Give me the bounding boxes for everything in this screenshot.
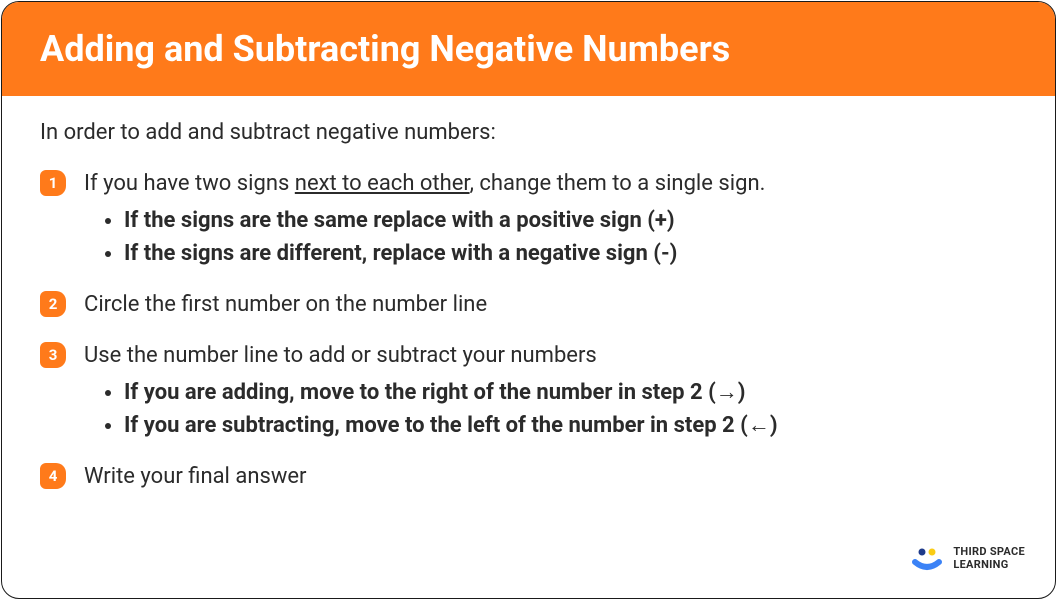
step-badge: 1: [40, 170, 66, 196]
step-bullet: If you are subtracting, move to the left…: [124, 409, 1017, 442]
step-badge: 3: [40, 342, 66, 368]
step-badge: 2: [40, 291, 66, 317]
brand-logo: THIRD SPACE LEARNING: [911, 546, 1025, 572]
step-body: Write your final answer: [84, 460, 1017, 493]
step-item: 2 Circle the first number on the number …: [40, 288, 1017, 321]
step-body: If you have two signs next to each other…: [84, 167, 1017, 270]
step-item: 1 If you have two signs next to each oth…: [40, 167, 1017, 270]
step-bullets: If the signs are the same replace with a…: [124, 204, 1017, 270]
step-bullets: If you are adding, move to the right of …: [124, 376, 1017, 442]
step-text-underlined: next to each other: [295, 171, 470, 196]
step-text-suffix: , change them to a single sign.: [470, 171, 766, 196]
logo-line2: LEARNING: [953, 559, 1025, 572]
card-content: In order to add and subtract negative nu…: [2, 96, 1055, 513]
card-title: Adding and Subtracting Negative Numbers: [40, 28, 730, 70]
step-badge: 4: [40, 463, 66, 489]
step-body: Circle the first number on the number li…: [84, 288, 1017, 321]
step-bullet: If the signs are different, replace with…: [124, 237, 1017, 270]
logo-icon: [911, 546, 945, 572]
step-text: Circle the first number on the number li…: [84, 292, 487, 317]
logo-text: THIRD SPACE LEARNING: [953, 546, 1025, 571]
step-item: 3 Use the number line to add or subtract…: [40, 339, 1017, 442]
step-bullet: If the signs are the same replace with a…: [124, 204, 1017, 237]
step-text: Write your final answer: [84, 464, 307, 489]
card-header: Adding and Subtracting Negative Numbers: [2, 2, 1055, 96]
info-card: Adding and Subtracting Negative Numbers …: [1, 1, 1056, 599]
step-bullet: If you are adding, move to the right of …: [124, 376, 1017, 409]
step-text-prefix: If you have two signs: [84, 171, 295, 196]
step-item: 4 Write your final answer: [40, 460, 1017, 493]
step-body: Use the number line to add or subtract y…: [84, 339, 1017, 442]
intro-text: In order to add and subtract negative nu…: [40, 120, 1017, 145]
step-text: Use the number line to add or subtract y…: [84, 343, 597, 368]
